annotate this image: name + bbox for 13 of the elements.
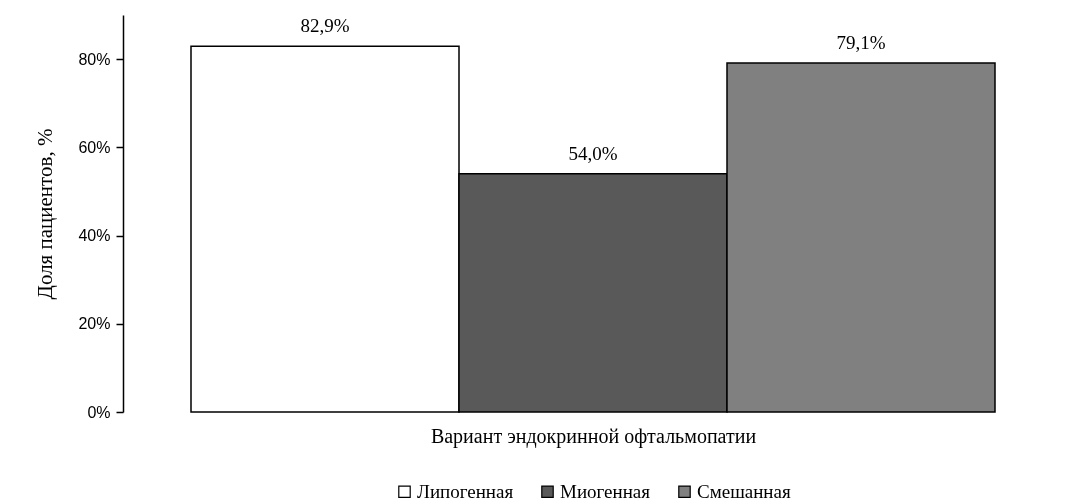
legend-label: Липогенная [417, 480, 514, 502]
legend-label: Смешанная [697, 480, 791, 502]
data-label: 82,9% [300, 15, 350, 37]
data-label: 54,0% [568, 142, 618, 164]
x-axis-title: Вариант эндокринной офтальмопатии [430, 424, 757, 448]
data-label: 79,1% [836, 32, 886, 54]
y-tick-label: 40% [78, 227, 111, 245]
y-tick-label: 0% [87, 403, 111, 421]
y-axis-title: Доля пациентов, % [33, 128, 58, 300]
y-tick-label: 80% [78, 50, 111, 68]
y-tick-label: 60% [78, 138, 111, 156]
legend-label: Миогенная [560, 480, 651, 502]
y-tick-label: 20% [78, 315, 111, 333]
